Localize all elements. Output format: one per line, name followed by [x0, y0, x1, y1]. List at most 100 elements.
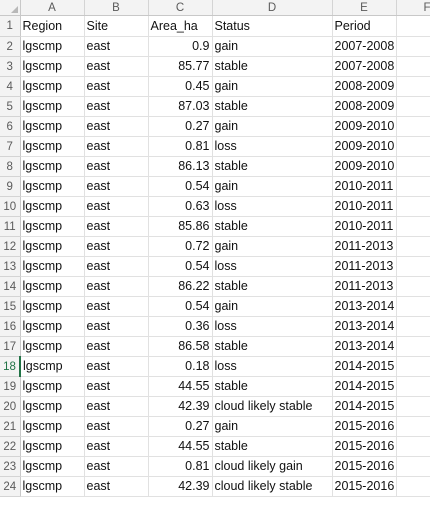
- cell-site[interactable]: east: [84, 176, 149, 197]
- row-header[interactable]: 17: [0, 336, 21, 357]
- cell-empty[interactable]: [396, 456, 430, 477]
- cell-header-status[interactable]: Status: [212, 15, 333, 37]
- cell-area[interactable]: 86.58: [148, 336, 213, 357]
- row-header[interactable]: 1: [0, 15, 21, 37]
- cell-status[interactable]: gain: [212, 416, 333, 437]
- row-header[interactable]: 7: [0, 136, 21, 157]
- cell-region[interactable]: lgscmp: [20, 296, 85, 317]
- row-header[interactable]: 5: [0, 96, 21, 117]
- row-header[interactable]: 11: [0, 216, 21, 237]
- cell-empty[interactable]: [396, 376, 430, 397]
- cell-region[interactable]: lgscmp: [20, 456, 85, 477]
- cell-header-site[interactable]: Site: [84, 15, 149, 37]
- cell-period[interactable]: 2014-2015: [332, 396, 397, 417]
- cell-empty[interactable]: [396, 236, 430, 257]
- cell-region[interactable]: lgscmp: [20, 356, 85, 377]
- cell-region[interactable]: lgscmp: [20, 416, 85, 437]
- cell-site[interactable]: east: [84, 116, 149, 137]
- cell-period[interactable]: 2015-2016: [332, 456, 397, 477]
- cell-status[interactable]: stable: [212, 276, 333, 297]
- cell-status[interactable]: cloud likely stable: [212, 476, 333, 497]
- cell-site[interactable]: east: [84, 36, 149, 57]
- cell-region[interactable]: lgscmp: [20, 76, 85, 97]
- cell-site[interactable]: east: [84, 236, 149, 257]
- column-header-b[interactable]: B: [84, 0, 149, 16]
- row-header[interactable]: 6: [0, 116, 21, 137]
- cell-period[interactable]: 2013-2014: [332, 296, 397, 317]
- cell-status[interactable]: loss: [212, 196, 333, 217]
- cell-period[interactable]: 2009-2010: [332, 156, 397, 177]
- cell-period[interactable]: 2010-2011: [332, 176, 397, 197]
- row-header[interactable]: 9: [0, 176, 21, 197]
- cell-period[interactable]: 2007-2008: [332, 36, 397, 57]
- cell-period[interactable]: 2011-2013: [332, 276, 397, 297]
- cell-area[interactable]: 85.86: [148, 216, 213, 237]
- cell-status[interactable]: gain: [212, 76, 333, 97]
- cell-header-period[interactable]: Period: [332, 15, 397, 37]
- cell-status[interactable]: loss: [212, 136, 333, 157]
- cell-region[interactable]: lgscmp: [20, 156, 85, 177]
- cell-empty[interactable]: [396, 276, 430, 297]
- cell-area[interactable]: 0.18: [148, 356, 213, 377]
- cell-region[interactable]: lgscmp: [20, 396, 85, 417]
- cell-empty[interactable]: [396, 476, 430, 497]
- cell-empty[interactable]: [396, 416, 430, 437]
- cell-area[interactable]: 0.27: [148, 416, 213, 437]
- cell-status[interactable]: gain: [212, 236, 333, 257]
- cell-region[interactable]: lgscmp: [20, 436, 85, 457]
- cell-region[interactable]: lgscmp: [20, 96, 85, 117]
- cell-area[interactable]: 0.63: [148, 196, 213, 217]
- cell-status[interactable]: gain: [212, 36, 333, 57]
- row-header[interactable]: 10: [0, 196, 21, 217]
- cell-area[interactable]: 0.45: [148, 76, 213, 97]
- cell-empty[interactable]: [396, 296, 430, 317]
- cell-status[interactable]: gain: [212, 116, 333, 137]
- cell-period[interactable]: 2010-2011: [332, 216, 397, 237]
- cell-status[interactable]: stable: [212, 376, 333, 397]
- cell-region[interactable]: lgscmp: [20, 36, 85, 57]
- cell-area[interactable]: 0.54: [148, 296, 213, 317]
- cell-period[interactable]: 2014-2015: [332, 376, 397, 397]
- cell-empty[interactable]: [396, 136, 430, 157]
- cell-status[interactable]: stable: [212, 156, 333, 177]
- cell-region[interactable]: lgscmp: [20, 476, 85, 497]
- row-header[interactable]: 15: [0, 296, 21, 317]
- row-header[interactable]: 14: [0, 276, 21, 297]
- cell-site[interactable]: east: [84, 156, 149, 177]
- cell-region[interactable]: lgscmp: [20, 236, 85, 257]
- cell-area[interactable]: 86.22: [148, 276, 213, 297]
- cell-region[interactable]: lgscmp: [20, 316, 85, 337]
- cell-status[interactable]: cloud likely gain: [212, 456, 333, 477]
- cell-region[interactable]: lgscmp: [20, 56, 85, 77]
- cell-area[interactable]: 87.03: [148, 96, 213, 117]
- cell-empty[interactable]: [396, 76, 430, 97]
- column-header-a[interactable]: A: [20, 0, 85, 16]
- row-header[interactable]: 8: [0, 156, 21, 177]
- select-all-button[interactable]: [0, 0, 21, 16]
- cell-site[interactable]: east: [84, 316, 149, 337]
- cell-region[interactable]: lgscmp: [20, 196, 85, 217]
- cell-period[interactable]: 2015-2016: [332, 416, 397, 437]
- cell-period[interactable]: 2009-2010: [332, 136, 397, 157]
- cell-area[interactable]: 86.13: [148, 156, 213, 177]
- cell-site[interactable]: east: [84, 216, 149, 237]
- row-header[interactable]: 2: [0, 36, 21, 57]
- cell-region[interactable]: lgscmp: [20, 336, 85, 357]
- cell-period[interactable]: 2011-2013: [332, 236, 397, 257]
- cell-empty[interactable]: [396, 196, 430, 217]
- cell-period[interactable]: 2015-2016: [332, 436, 397, 457]
- row-header[interactable]: 20: [0, 396, 21, 417]
- cell-empty[interactable]: [396, 96, 430, 117]
- row-header[interactable]: 23: [0, 456, 21, 477]
- cell-empty[interactable]: [396, 356, 430, 377]
- cell-empty[interactable]: [396, 396, 430, 417]
- column-header-e[interactable]: E: [332, 0, 397, 16]
- cell-area[interactable]: 0.72: [148, 236, 213, 257]
- cell-empty[interactable]: [396, 336, 430, 357]
- row-header[interactable]: 19: [0, 376, 21, 397]
- cell-site[interactable]: east: [84, 476, 149, 497]
- cell-area[interactable]: 0.54: [148, 176, 213, 197]
- cell-region[interactable]: lgscmp: [20, 276, 85, 297]
- cell-region[interactable]: lgscmp: [20, 216, 85, 237]
- row-header[interactable]: 4: [0, 76, 21, 97]
